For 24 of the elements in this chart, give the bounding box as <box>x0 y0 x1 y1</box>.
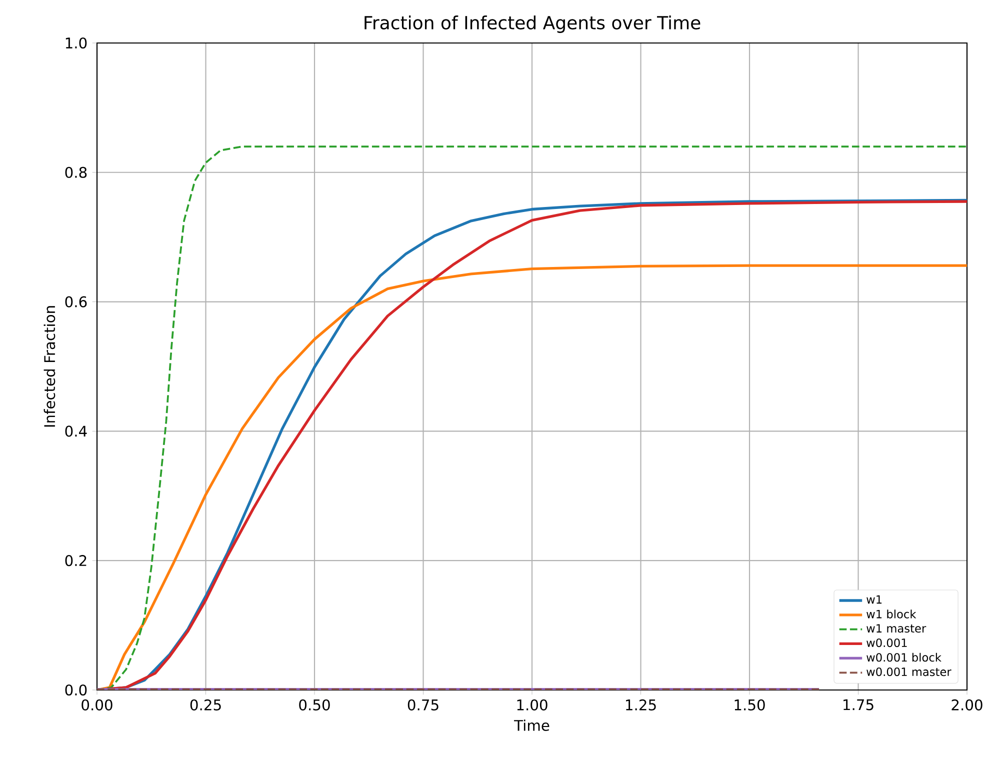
y-tick-label: 0.0 <box>65 684 87 696</box>
x-tick-label: 0.75 <box>408 699 438 710</box>
legend-label: w0.001 block <box>866 652 942 662</box>
y-tick-label: 0.2 <box>65 555 86 566</box>
legend-label: w1 master <box>866 624 926 633</box>
legend-label: w0.001 <box>866 638 907 648</box>
x-tick-label: 1.50 <box>734 699 765 710</box>
y-axis-title: Infected Fraction <box>44 306 56 427</box>
x-tick-label: 1.75 <box>844 699 874 710</box>
legend-label: w1 block <box>866 610 916 618</box>
x-tick-label: 2.00 <box>952 699 982 710</box>
y-tick-label: 0.6 <box>65 296 87 308</box>
x-tick-label: 0.50 <box>299 699 330 710</box>
legend-label: w1 <box>866 595 882 604</box>
y-tick-label: 0.4 <box>65 426 87 437</box>
x-axis-title: Time <box>514 720 550 731</box>
chart-title: Fraction of Infected Agents over Time <box>364 16 700 33</box>
legend-label: w0.001 master <box>866 668 952 676</box>
x-tick-label: 0.00 <box>82 699 112 710</box>
y-tick-label: 0.8 <box>65 166 87 178</box>
x-tick-label: 1.00 <box>517 699 548 710</box>
x-tick-label: 1.25 <box>626 699 656 710</box>
y-tick-label: 1.0 <box>66 37 87 49</box>
x-tick-label: 0.25 <box>190 699 221 710</box>
